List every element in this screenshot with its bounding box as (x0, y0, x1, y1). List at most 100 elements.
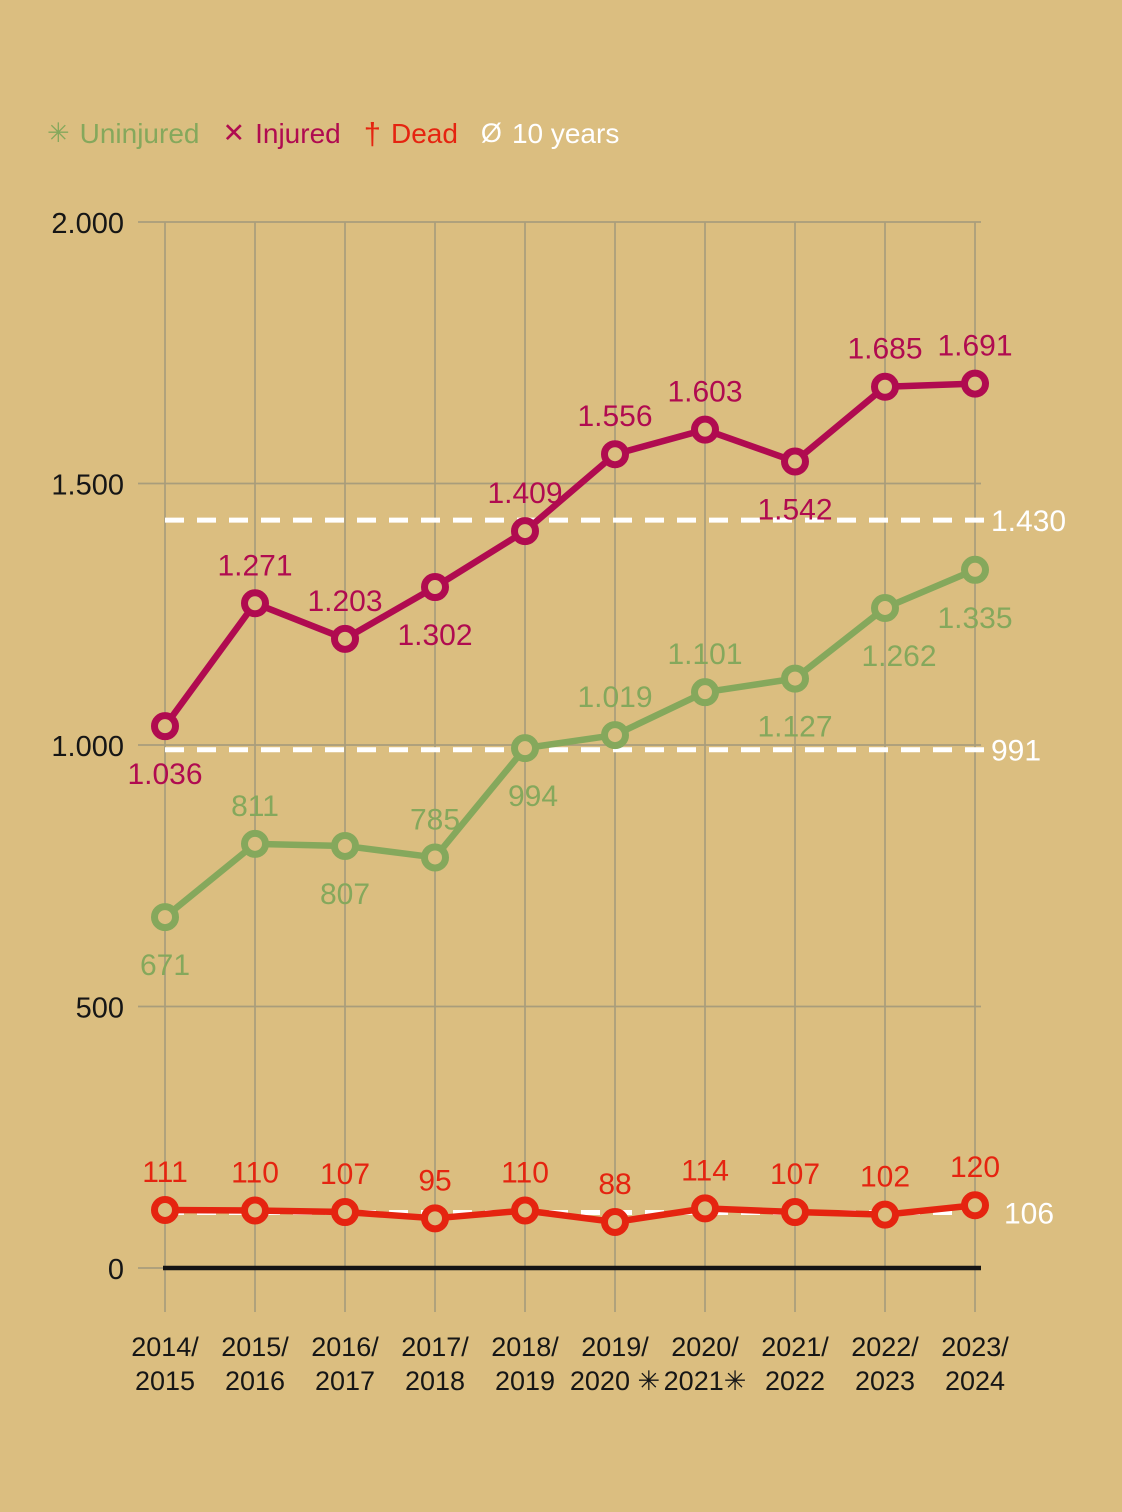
series-line-injured (161, 380, 979, 730)
x-tick-label-top: 2018/ (491, 1332, 559, 1362)
legend-item-dead: † Dead (363, 115, 458, 151)
dagger-icon: † (363, 115, 381, 151)
x-tick-label-bottom: 2024 (945, 1366, 1005, 1396)
x-tick-label-bottom: 2015 (135, 1366, 195, 1396)
value-label-injured: 1.302 (397, 619, 472, 652)
series-value-labels-injured: 1.036 1.271 1.203 1.302 1.409 1.556 1.603 1.542… (127, 330, 1012, 792)
value-label-injured: 1.271 (217, 549, 292, 582)
value-label-uninjured: 807 (320, 878, 370, 911)
x-tick-label-top: 2019/ (581, 1332, 649, 1362)
value-label-dead: 88 (598, 1168, 631, 1201)
x-tick-label-bottom: 2021✳ (664, 1366, 747, 1396)
data-point-uninjured (871, 593, 899, 622)
x-tick-label-top: 2014/ (131, 1332, 199, 1362)
data-point-injured (781, 447, 809, 476)
value-label-uninjured: 994 (508, 780, 558, 813)
x-tick-label-top: 2023/ (941, 1332, 1009, 1362)
value-label-dead: 120 (950, 1151, 1000, 1184)
average-label-injured: 1.430 (991, 505, 1066, 538)
x-tick-label-bottom: 2018 (405, 1366, 465, 1396)
value-label-uninjured: 1.127 (757, 711, 832, 744)
data-point-injured (511, 517, 539, 546)
legend-item-average: Ø 10 years (480, 117, 620, 149)
value-label-uninjured: 1.335 (937, 602, 1012, 635)
value-label-injured: 1.542 (757, 494, 832, 527)
x-tick-label-bottom: 2022 (765, 1366, 825, 1396)
y-tick-label: 0 (108, 1254, 124, 1286)
x-tick-label-bottom: 2017 (315, 1366, 375, 1396)
data-point-injured (871, 372, 899, 401)
data-point-dead (601, 1207, 629, 1236)
legend-label-dead: Dead (390, 118, 458, 149)
value-label-injured: 1.691 (937, 330, 1012, 363)
data-point-injured (961, 369, 989, 398)
x-tick-label-bottom: 2020 ✳ (570, 1366, 660, 1396)
data-point-dead (151, 1195, 179, 1224)
value-label-injured: 1.203 (307, 585, 382, 618)
data-point-dead (691, 1194, 719, 1223)
legend-label-average: 10 years (511, 118, 620, 149)
x-tick-label-top: 2015/ (221, 1332, 289, 1362)
data-point-uninjured (601, 721, 629, 750)
average-label-dead: 106 (1004, 1198, 1054, 1231)
x-tick-label-top: 2020/ (671, 1332, 739, 1362)
data-point-dead (421, 1204, 449, 1233)
data-point-injured (241, 589, 269, 618)
value-label-injured: 1.556 (577, 400, 652, 433)
y-tick-label: 1.000 (51, 731, 124, 763)
series-markers-dead (151, 1191, 989, 1236)
value-label-dead: 110 (501, 1156, 549, 1189)
value-label-injured: 1.036 (127, 758, 202, 791)
value-label-dead: 107 (770, 1158, 820, 1191)
series-markers-injured (151, 369, 989, 741)
value-label-dead: 111 (142, 1156, 188, 1189)
data-point-uninjured (421, 843, 449, 872)
value-label-uninjured: 671 (140, 949, 190, 982)
legend-item-injured: ✕ Injured (222, 118, 341, 149)
data-point-uninjured (511, 734, 539, 763)
x-tick-label-top: 2016/ (311, 1332, 379, 1362)
data-point-dead (871, 1200, 899, 1229)
data-point-uninjured (691, 678, 719, 707)
data-point-uninjured (781, 664, 809, 693)
value-label-uninjured: 811 (231, 790, 279, 823)
value-label-dead: 107 (320, 1158, 370, 1191)
legend-item-uninjured: ✳ Uninjured (47, 117, 200, 149)
average-label-uninjured: 991 (991, 735, 1041, 768)
legend-label-injured: Injured (255, 118, 341, 149)
data-point-dead (241, 1196, 269, 1225)
series-markers-uninjured (151, 555, 989, 932)
value-label-dead: 102 (860, 1161, 910, 1194)
x-tick-label-bottom: 2016 (225, 1366, 285, 1396)
data-point-dead (781, 1198, 809, 1227)
series-value-labels-dead: 111 110 107 95 110 88 114 107 102 120 (142, 1151, 1000, 1201)
data-point-dead (961, 1191, 989, 1220)
data-point-dead (511, 1196, 539, 1225)
data-point-dead (331, 1198, 359, 1227)
data-point-injured (331, 624, 359, 653)
value-label-dead: 110 (231, 1156, 279, 1189)
series-line-uninjured (161, 566, 979, 921)
asterisk-icon: ✳ (47, 117, 70, 148)
value-label-injured: 1.409 (487, 477, 562, 510)
value-label-dead: 114 (681, 1154, 729, 1187)
y-tick-label: 2.000 (51, 208, 124, 240)
data-point-injured (601, 440, 629, 469)
y-axis-tick-labels: 0 500 1.000 1.500 2.000 (51, 208, 124, 1286)
value-label-uninjured: 1.101 (667, 638, 742, 671)
diameter-sign-icon: Ø (480, 117, 502, 148)
x-tick-label-top: 2022/ (851, 1332, 919, 1362)
value-label-uninjured: 1.019 (577, 681, 652, 714)
y-tick-label: 500 (76, 993, 124, 1025)
data-point-uninjured (241, 829, 269, 858)
x-tick-label-bottom: 2019 (495, 1366, 555, 1396)
value-label-dead: 95 (418, 1164, 451, 1197)
data-point-injured (691, 415, 719, 444)
legend-label-uninjured: Uninjured (79, 118, 200, 149)
x-tick-label-bottom: 2023 (855, 1366, 915, 1396)
data-point-injured (151, 712, 179, 741)
series-line-dead (161, 1201, 979, 1226)
